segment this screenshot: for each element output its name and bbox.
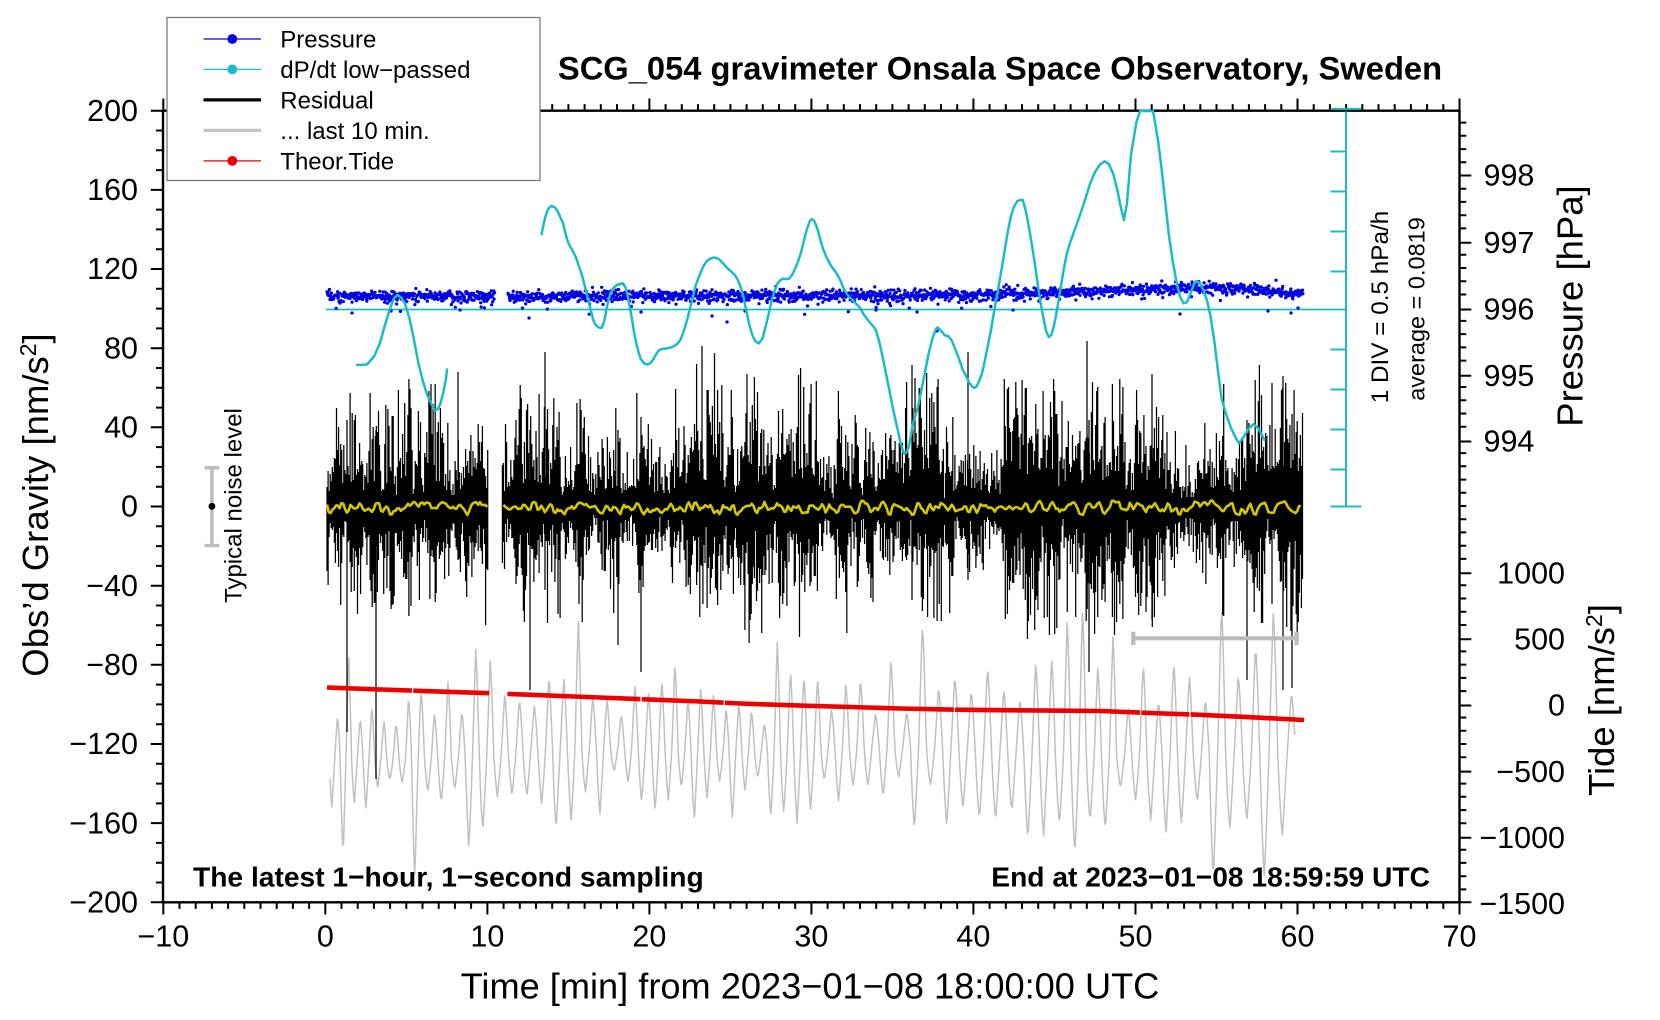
svg-text:70: 70 <box>1443 919 1477 953</box>
svg-text:0: 0 <box>121 490 138 524</box>
svg-text:997: 997 <box>1484 226 1535 260</box>
svg-text:... last 10 min.: ... last 10 min. <box>280 118 429 145</box>
svg-text:Residual: Residual <box>280 88 373 115</box>
svg-text:Typical noise level: Typical noise level <box>221 408 248 603</box>
svg-text:120: 120 <box>87 252 138 286</box>
svg-text:Theor.Tide: Theor.Tide <box>280 149 394 176</box>
svg-text:998: 998 <box>1484 159 1535 193</box>
svg-text:−80: −80 <box>86 648 138 682</box>
svg-text:Time [min] from 2023−01−08 18:: Time [min] from 2023−01−08 18:00:00 UTC <box>461 966 1160 1007</box>
svg-text:dP/dt low−passed: dP/dt low−passed <box>280 57 470 84</box>
svg-text:Obs’d Gravity [nm/s2]: Obs’d Gravity [nm/s2] <box>15 333 56 676</box>
svg-text:500: 500 <box>1514 623 1565 657</box>
svg-text:996: 996 <box>1484 293 1535 327</box>
svg-text:80: 80 <box>104 331 138 365</box>
svg-text:−160: −160 <box>69 806 138 840</box>
svg-text:30: 30 <box>794 919 828 953</box>
svg-text:−1000: −1000 <box>1479 821 1565 855</box>
svg-text:1000: 1000 <box>1497 556 1565 590</box>
svg-text:60: 60 <box>1281 919 1315 953</box>
svg-text:0: 0 <box>1548 689 1565 723</box>
svg-text:40: 40 <box>104 411 138 445</box>
svg-text:−10: −10 <box>137 919 189 953</box>
svg-text:−200: −200 <box>69 886 138 920</box>
svg-text:−40: −40 <box>86 569 138 603</box>
svg-text:1 DIV = 0.5 hPa/h: 1 DIV = 0.5 hPa/h <box>1367 211 1394 403</box>
svg-text:10: 10 <box>470 919 504 953</box>
svg-text:Pressure: Pressure <box>280 27 376 54</box>
svg-text:50: 50 <box>1119 919 1153 953</box>
svg-text:995: 995 <box>1484 359 1535 393</box>
svg-text:−1500: −1500 <box>1479 887 1565 921</box>
svg-text:0: 0 <box>317 919 334 953</box>
svg-text:Pressure [hPa]: Pressure [hPa] <box>1550 185 1591 426</box>
svg-text:End at 2023−01−08 18:59:59 UTC: End at 2023−01−08 18:59:59 UTC <box>991 861 1430 893</box>
svg-text:The latest 1−hour, 1−second sa: The latest 1−hour, 1−second sampling <box>193 861 704 893</box>
svg-text:20: 20 <box>632 919 666 953</box>
svg-text:Tide [nm/s2]: Tide [nm/s2] <box>1581 604 1622 796</box>
svg-text:SCG_054 gravimeter Onsala Spac: SCG_054 gravimeter Onsala Space Observat… <box>558 50 1442 87</box>
svg-text:994: 994 <box>1484 425 1535 459</box>
svg-text:160: 160 <box>87 173 138 207</box>
svg-text:−120: −120 <box>69 727 138 761</box>
svg-text:−500: −500 <box>1496 755 1565 789</box>
svg-text:average = 0.0819: average = 0.0819 <box>1404 217 1430 401</box>
svg-text:200: 200 <box>87 94 138 128</box>
svg-text:40: 40 <box>956 919 990 953</box>
